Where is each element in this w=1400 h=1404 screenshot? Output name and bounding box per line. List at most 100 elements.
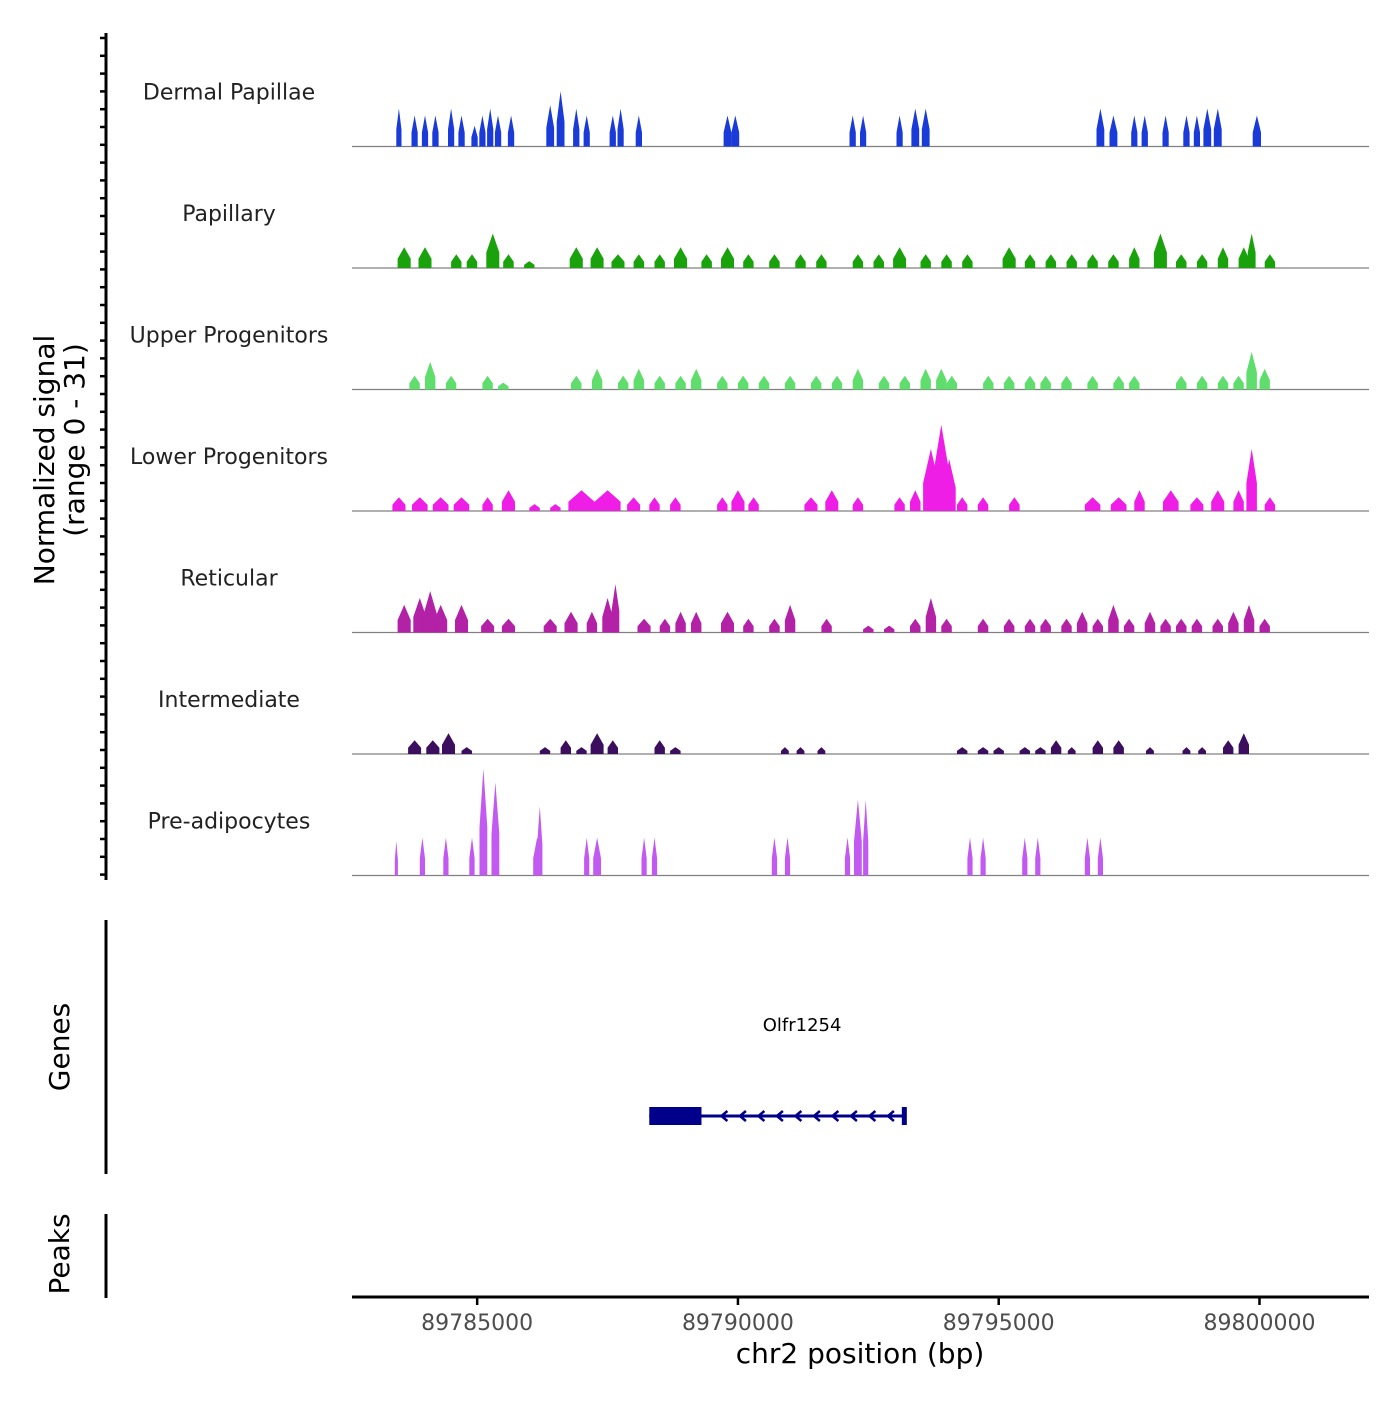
signal-peak [1246,448,1257,511]
signal-peak [586,611,598,633]
signal-peak [482,497,493,511]
signal-peak [1193,115,1200,147]
signal-peak [811,375,822,390]
signal-peak [611,584,620,633]
signal-peak [611,254,625,268]
signal-peak [1134,490,1145,511]
gene-name-label: Olfr1254 [763,1015,842,1036]
signal-peak [443,837,449,876]
signal-peak [977,618,989,633]
signal-peak [466,254,478,268]
signal-peak [501,618,515,633]
signal-peak [434,604,448,633]
signal-peak [825,490,839,511]
signal-peak [637,618,651,633]
signal-peak [701,254,712,268]
signal-peak [896,115,903,147]
signal-peak [748,497,759,511]
signal-peak [479,768,488,876]
signal-peak [1113,740,1124,754]
signal-peak [539,747,551,754]
signal-peak [769,254,780,268]
signal-peak [498,382,509,390]
signal-peak [1233,375,1244,390]
signal-peak [784,604,796,633]
genes-track-label: Genes [43,1003,76,1091]
signal-peak [1144,611,1156,633]
signal-peak [584,837,590,876]
signal-peak [560,740,571,754]
signal-peak [936,368,947,390]
signal-peak [654,254,665,268]
signal-peak [854,799,862,876]
signal-peak [1196,375,1208,390]
signal-peak [568,490,595,511]
signal-peak [411,115,418,147]
signal-peak [1040,375,1051,390]
signal-peak [893,247,907,268]
signal-peak [946,375,957,390]
y-axis-range: (range 0 - 31) [58,343,91,537]
signal-peak [1182,747,1191,754]
signal-peak [1035,837,1041,876]
signal-peak [1050,740,1062,754]
coverage-y-axis-ticks [100,36,106,876]
signal-peak [1203,108,1212,147]
x-axis-title: chr2 position (bp) [736,1337,985,1370]
signal-peak [795,254,806,268]
signal-peak [1259,368,1270,390]
gene-strand-arrow [885,1110,895,1122]
signal-peak [743,254,754,268]
signal-peak [1129,247,1140,268]
signal-peak [583,115,590,147]
signal-peak [635,115,642,147]
signal-peak [397,604,411,633]
track-label: Reticular [180,567,278,592]
signal-peak [717,375,728,390]
signal-peak [899,375,910,390]
signal-peak [1191,618,1203,633]
signal-peak [594,490,621,511]
signal-peak [1024,375,1036,390]
signal-peak [784,375,796,390]
signal-peak [1183,115,1190,147]
track-label: Upper Progenitors [130,324,329,349]
signal-peak [396,108,402,147]
signal-peak [1264,497,1276,511]
signal-peak [432,497,449,511]
signal-peak [731,115,740,147]
signal-peak [550,504,561,511]
signal-peak [771,837,778,876]
track-label: Pre-adipocytes [148,810,311,835]
signal-peak [1108,604,1119,633]
signal-peak [1228,611,1239,633]
signal-peak [863,625,874,633]
signal-peak [849,115,856,147]
signal-peak [503,254,514,268]
signal-peak [1247,233,1256,268]
signal-peak [977,497,989,511]
track-label: Intermediate [158,688,300,713]
signal-peak [821,618,832,633]
signal-peak [543,618,557,633]
x-axis-tick-label: 89795000 [943,1311,1055,1336]
signal-peak [524,261,535,268]
signal-peak [1061,375,1072,390]
signal-peak [844,837,851,876]
signal-peak [432,115,439,147]
signal-peak [451,254,462,268]
signal-peak [920,368,931,390]
signal-peak [487,108,494,147]
signal-peak [957,747,968,754]
signal-peak [1002,247,1016,268]
signal-peak [962,254,973,268]
track-pre-adipocytes: Pre-adipocytes [148,768,1369,877]
signal-peak [1160,618,1171,633]
signal-peak [1045,254,1057,268]
signal-peak [769,618,780,633]
signal-peak [1022,837,1028,876]
signal-peak [721,247,734,268]
signal-peak [455,604,468,633]
signal-peak [602,598,613,633]
